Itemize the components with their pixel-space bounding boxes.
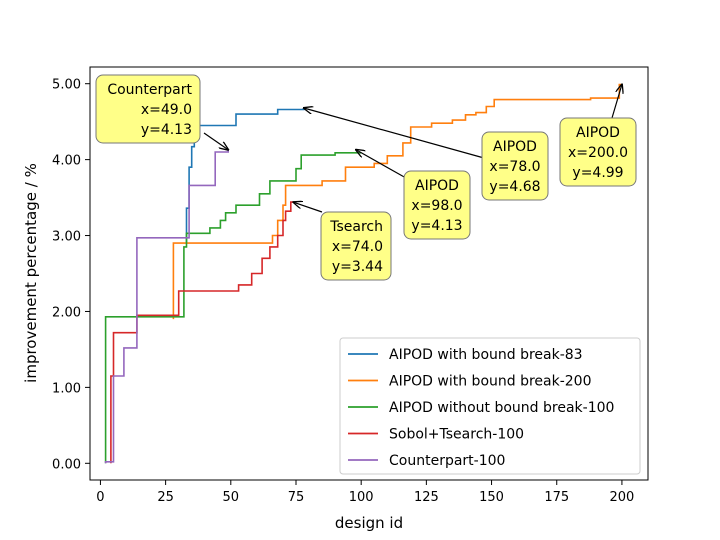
annotation-text: AIPOD [576, 125, 620, 141]
annotation-arrow [611, 84, 622, 119]
y-axis-label: improvement percentage / % [22, 163, 40, 383]
annotations-layer: Counterpart x=49.0 y=4.13 AIPOD x=78.0 y=4.68… [95, 74, 637, 281]
y-tick-label: 5.00 [52, 78, 81, 93]
annotation-box [320, 211, 392, 281]
series-line-3 [104, 152, 362, 464]
annotation-text: y=4.13 [411, 218, 462, 234]
annotation-text: AIPOD [415, 178, 459, 194]
legend-item-5: Counterpart-100 [348, 453, 505, 469]
annotation-box [95, 74, 201, 144]
ticks-layer: 0 25 50 75 100 125 150 175 200 0.00 1.00 2.00 3.00 4.… [52, 78, 634, 505]
x-tick-label: 150 [479, 490, 504, 505]
plot-frame [89, 66, 649, 481]
y-tick-label: 4.00 [52, 154, 81, 169]
annotation-text: Tsearch [329, 219, 383, 235]
annotation-aipod-78: AIPOD x=78.0 y=4.68 [304, 108, 549, 201]
annotation-tsearch: Tsearch x=74.0 y=3.44 [293, 202, 392, 281]
y-tick-label: 3.00 [52, 230, 81, 245]
series-line-2 [172, 83, 622, 320]
legend-label: AIPOD without bound break-100 [389, 400, 614, 416]
legend: AIPOD with bound break-83 AIPOD with boun… [339, 337, 641, 475]
y-tick-label: 1.00 [52, 381, 81, 396]
annotation-aipod-200: AIPOD x=200.0 y=4.99 [559, 84, 637, 187]
legend-label: AIPOD with bound break-200 [389, 374, 592, 390]
annotation-text: y=4.99 [572, 165, 623, 181]
legend-item-1: AIPOD with bound break-83 [348, 347, 583, 363]
legend-label: Sobol+Tsearch-100 [389, 427, 524, 443]
x-tick-label: 0 [96, 490, 104, 505]
annotation-text: x=200.0 [568, 145, 628, 161]
annotation-arrow [203, 132, 228, 150]
annotation-box [559, 117, 637, 187]
annotation-box [481, 131, 549, 201]
annotation-text: AIPOD [493, 139, 537, 155]
annotation-text: x=74.0 [332, 239, 383, 255]
annotation-text: x=98.0 [411, 198, 462, 214]
x-tick-label: 125 [414, 490, 439, 505]
legend-label: AIPOD with bound break-83 [389, 347, 583, 363]
y-tick-label: 0.00 [52, 457, 81, 472]
annotation-aipod-98: AIPOD x=98.0 y=4.13 [356, 150, 471, 240]
y-tick-label: 2.00 [52, 305, 81, 320]
annotation-text: Counterpart [107, 82, 192, 98]
x-tick-label: 75 [288, 490, 305, 505]
x-tick-label: 200 [610, 490, 635, 505]
legend-item-3: AIPOD without bound break-100 [348, 400, 614, 416]
x-tick-label: 50 [223, 490, 240, 505]
legend-frame [339, 337, 641, 475]
legend-item-2: AIPOD with bound break-200 [348, 374, 592, 390]
annotation-box [403, 170, 471, 240]
legend-item-4: Sobol+Tsearch-100 [348, 427, 524, 443]
annotation-text: y=4.13 [141, 122, 192, 138]
annotation-arrow [356, 150, 407, 179]
annotation-text: y=3.44 [332, 259, 383, 275]
x-tick-label: 175 [544, 490, 569, 505]
annotation-arrow [293, 202, 323, 213]
annotation-text: x=78.0 [489, 159, 540, 175]
annotation-text: y=4.68 [489, 179, 540, 195]
annotation-counterpart: Counterpart x=49.0 y=4.13 [95, 74, 228, 150]
annotation-arrow [304, 108, 485, 159]
series-line-5 [104, 149, 229, 464]
series-layer [104, 83, 622, 464]
annotation-text: x=49.0 [141, 102, 192, 118]
x-tick-label: 100 [349, 490, 374, 505]
x-tick-label: 25 [157, 490, 174, 505]
legend-label: Counterpart-100 [389, 453, 505, 469]
x-axis-label: design id [335, 514, 403, 532]
